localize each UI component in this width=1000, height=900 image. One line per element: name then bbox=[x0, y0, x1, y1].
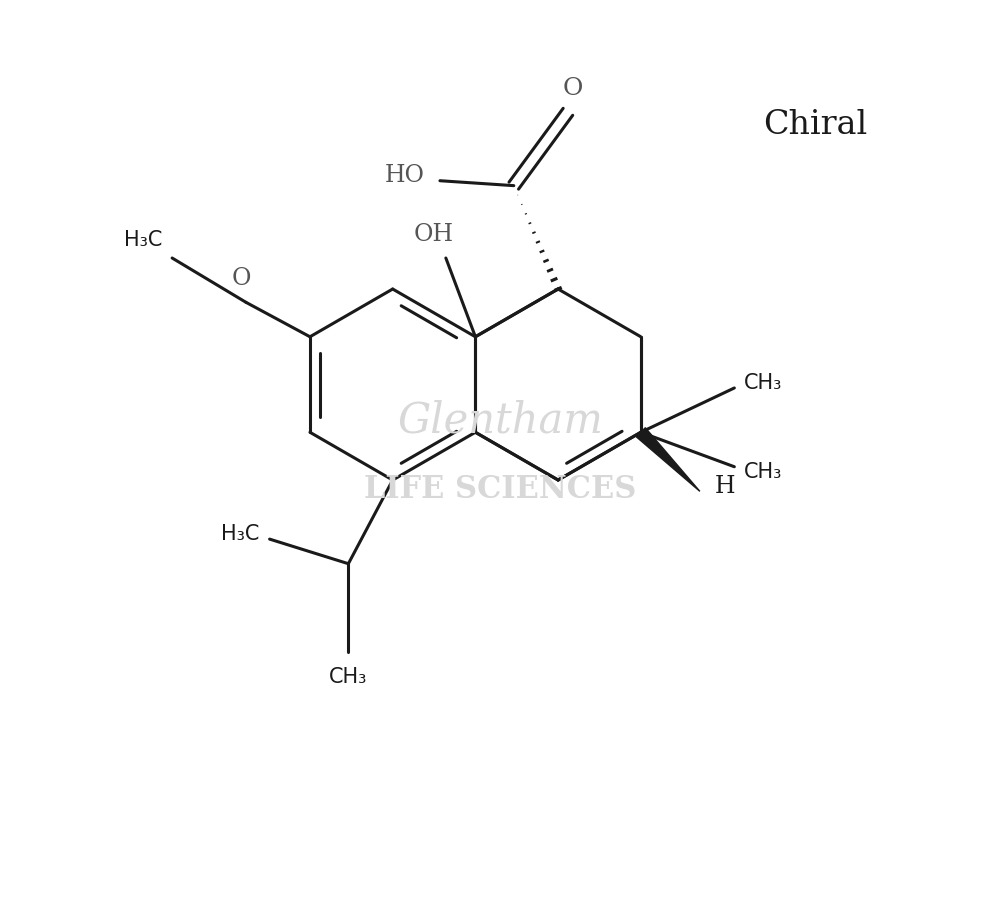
Polygon shape bbox=[636, 428, 700, 491]
Text: O: O bbox=[563, 77, 583, 100]
Text: LIFE SCIENCES: LIFE SCIENCES bbox=[364, 474, 636, 505]
Text: H₃C: H₃C bbox=[124, 230, 162, 250]
Text: CH₃: CH₃ bbox=[744, 462, 783, 482]
Text: O: O bbox=[231, 267, 251, 291]
Text: CH₃: CH₃ bbox=[329, 667, 368, 687]
Text: Glentham: Glentham bbox=[397, 400, 603, 442]
Text: OH: OH bbox=[414, 223, 454, 247]
Text: HO: HO bbox=[385, 165, 425, 187]
Text: H: H bbox=[715, 475, 735, 498]
Text: Chiral: Chiral bbox=[763, 109, 867, 141]
Text: CH₃: CH₃ bbox=[744, 373, 783, 393]
Text: H₃C: H₃C bbox=[221, 524, 260, 544]
